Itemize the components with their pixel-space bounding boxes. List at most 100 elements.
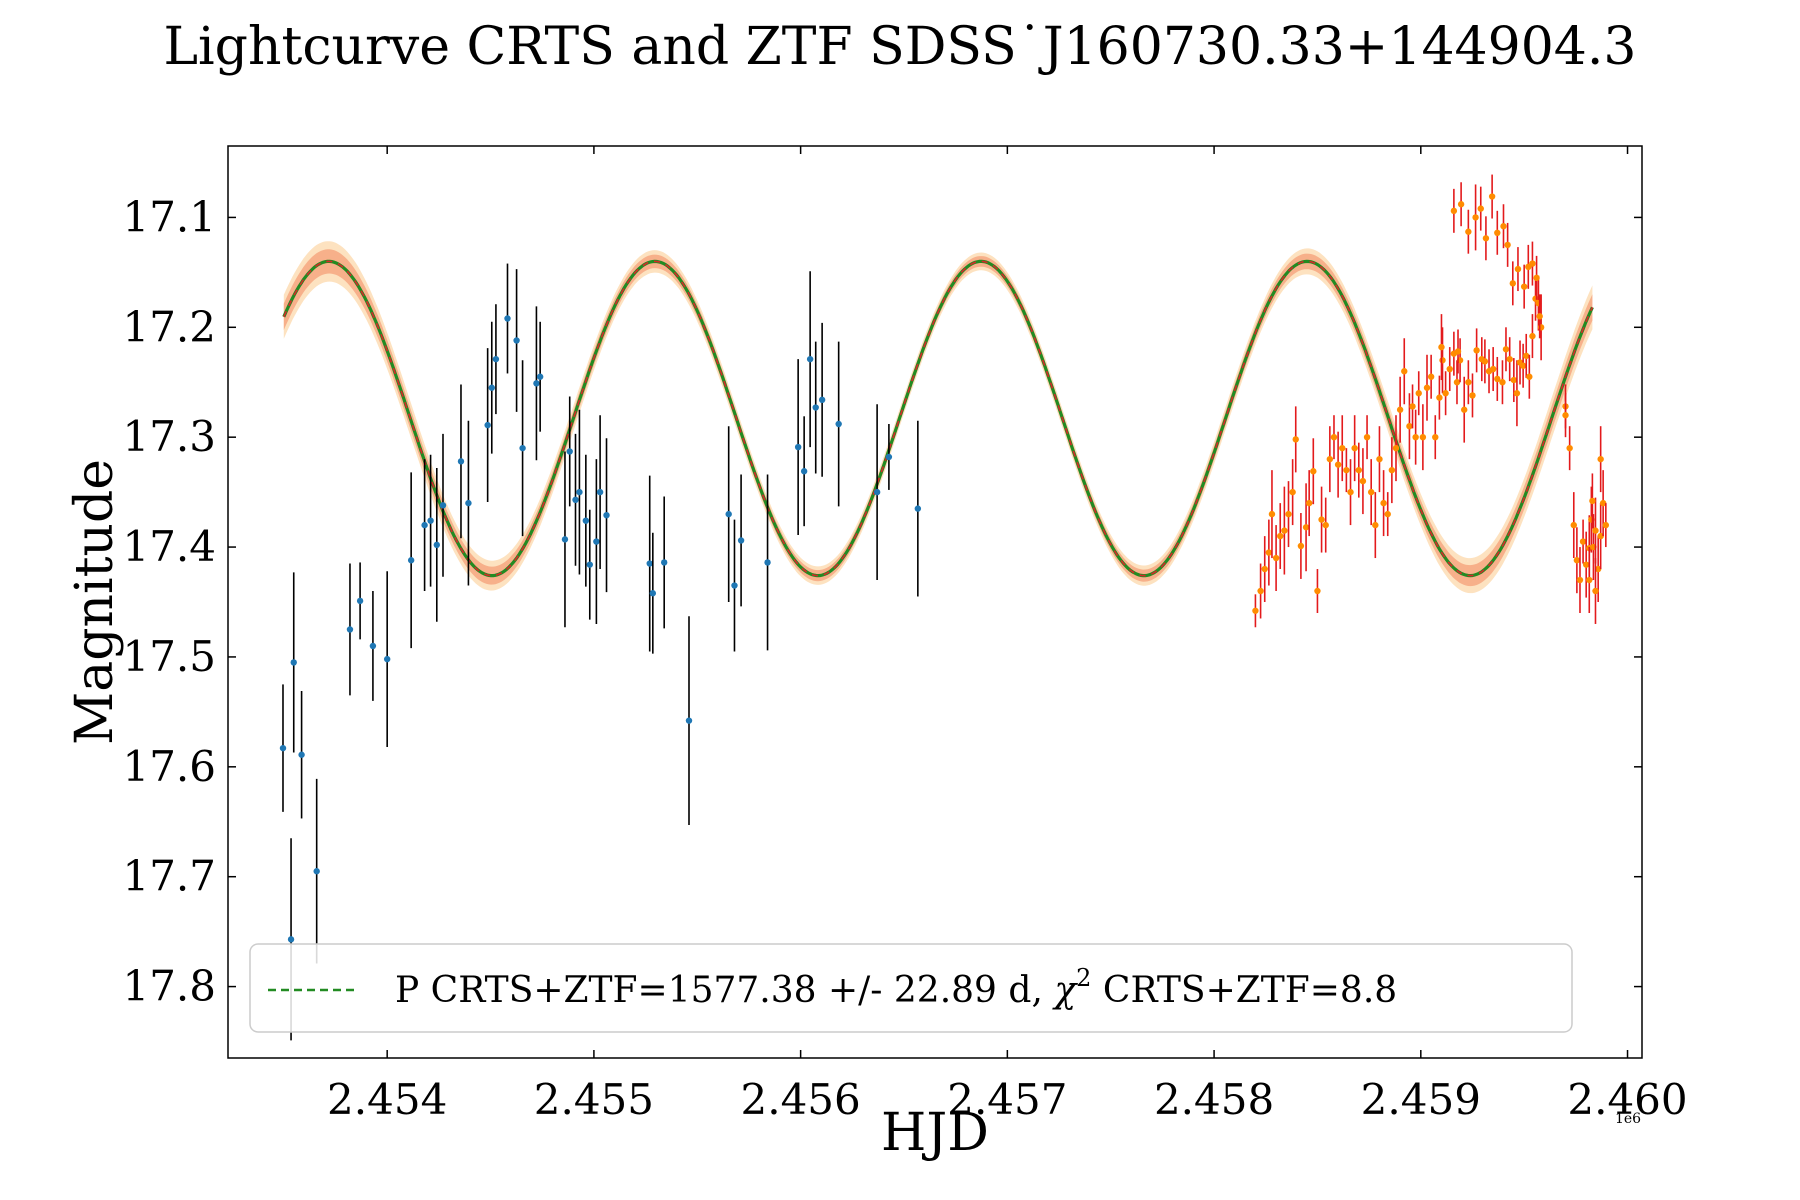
y-tick-label: 17.3 <box>122 412 216 461</box>
ztf-point <box>1513 390 1521 397</box>
crts-point <box>536 373 544 380</box>
crts-point <box>566 448 573 455</box>
crts-point <box>433 541 440 549</box>
ztf-point <box>1388 466 1396 474</box>
ztf-point <box>1343 466 1350 474</box>
crts-point <box>685 717 693 724</box>
legend: P CRTS+ZTF=1577.38 +/- 22.89 d, χ2 CRTS+… <box>249 943 1573 1033</box>
crts-point <box>576 488 583 496</box>
ztf-point <box>1257 587 1264 595</box>
crts-point <box>835 420 842 428</box>
model-line-dashes <box>283 260 1594 577</box>
crts-point <box>383 655 391 663</box>
ztf-point <box>1494 375 1501 383</box>
crts-point <box>504 315 511 322</box>
y-tick-label: 17.5 <box>122 632 216 681</box>
ztf-point <box>1457 201 1465 208</box>
y-tick-label: 17.4 <box>122 522 216 571</box>
ztf-point <box>1582 561 1590 568</box>
ztf-point <box>1436 394 1443 401</box>
ztf-point <box>1599 499 1607 507</box>
ztf-point <box>1592 527 1599 534</box>
crts-point <box>582 517 590 524</box>
ztf-point <box>1454 348 1462 355</box>
ztf-point <box>1602 521 1610 529</box>
ztf-point <box>1415 390 1422 397</box>
ztf-point <box>1318 516 1325 523</box>
ztf-point <box>1268 510 1276 518</box>
ztf-point <box>1481 358 1489 365</box>
ztf-point <box>1520 283 1528 290</box>
plot-frame <box>227 145 1643 1059</box>
x-axis-offset-label: 1e6 <box>1615 1111 1641 1127</box>
ztf-point <box>1292 436 1299 443</box>
crts-point <box>279 744 287 752</box>
ztf-point <box>1314 587 1321 595</box>
crts-point <box>290 659 297 666</box>
ztf-point <box>1489 365 1497 373</box>
ztf-point <box>1392 444 1400 452</box>
ztf-point <box>1252 607 1259 614</box>
ztf-point <box>1347 488 1354 496</box>
ztf-point <box>1494 229 1501 237</box>
ztf-point <box>1359 477 1367 485</box>
ztf-point <box>1442 390 1449 397</box>
crts-point <box>794 443 802 451</box>
ztf-point <box>1586 576 1593 584</box>
ztf-point <box>1272 554 1280 562</box>
crts-point <box>561 536 569 543</box>
x-axis-ticks: 2.454 2.455 2.456 2.457 2.458 2.459 2.460 <box>327 146 1688 1124</box>
ztf-point <box>1529 332 1536 340</box>
crts-point <box>298 751 305 758</box>
ztf-point <box>1469 392 1476 399</box>
ztf-point <box>1396 406 1404 413</box>
crts-point <box>764 559 771 566</box>
series-crts <box>279 263 922 1041</box>
crts-point <box>725 510 732 518</box>
crts-point <box>421 521 428 529</box>
chart-title: Lightcurve CRTS and ZTF SDSS˙J160730.33+… <box>164 17 1637 77</box>
ztf-point <box>1597 532 1604 540</box>
ztf-point <box>1401 368 1408 375</box>
ztf-point <box>1526 373 1533 380</box>
ztf-point <box>1509 280 1516 287</box>
ztf-point <box>1446 365 1453 373</box>
ztf-point <box>1465 228 1472 235</box>
y-tick-label: 17.2 <box>122 302 216 351</box>
ztf-point <box>1500 223 1507 230</box>
x-tick-label: 2.457 <box>947 1075 1067 1124</box>
crts-point <box>369 642 377 650</box>
ztf-point <box>1419 433 1427 441</box>
ztf-point <box>1438 343 1445 351</box>
ztf-point <box>1570 521 1577 529</box>
x-tick-label: 2.459 <box>1361 1075 1481 1124</box>
ztf-point <box>1305 499 1313 507</box>
ztf-point <box>1562 412 1569 419</box>
ztf-point <box>1499 379 1506 386</box>
crts-point <box>427 517 434 524</box>
ztf-point <box>1376 455 1383 463</box>
series-ztf <box>1252 174 1610 628</box>
ztf-point <box>1488 193 1496 200</box>
ztf-point <box>1477 205 1484 212</box>
legend-label: P CRTS+ZTF=1577.38 +/- 22.89 d, χ2 CRTS+… <box>395 964 1397 1011</box>
ztf-point <box>1514 265 1522 273</box>
crts-point <box>407 557 415 564</box>
crts-point <box>572 496 579 504</box>
crts-point <box>346 626 354 633</box>
ztf-point <box>1322 521 1329 529</box>
x-tick-label: 2.458 <box>1154 1075 1274 1124</box>
ztf-point <box>1536 313 1543 320</box>
ztf-point <box>1529 260 1536 267</box>
x-tick-label: 2.454 <box>327 1075 447 1124</box>
model-curve <box>282 259 1594 578</box>
ztf-point <box>1285 510 1292 518</box>
crts-point <box>914 505 922 512</box>
crts-point <box>660 559 668 566</box>
ztf-point <box>1289 488 1296 496</box>
ztf-point <box>1261 565 1268 573</box>
ztf-point <box>1461 406 1468 413</box>
crts-point <box>603 511 610 519</box>
ztf-point <box>1384 510 1391 518</box>
y-tick-label: 17.7 <box>122 852 216 901</box>
